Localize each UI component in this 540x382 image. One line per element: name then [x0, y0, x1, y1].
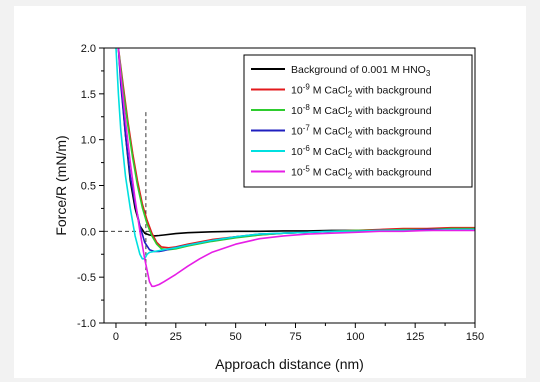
x-tick-label: 75 — [289, 331, 301, 343]
x-tick-label: 50 — [230, 331, 242, 343]
x-tick-label: 100 — [346, 331, 364, 343]
x-tick-label: 0 — [113, 331, 119, 343]
y-axis-title: Force/R (mN/m) — [53, 135, 69, 235]
legend-entry: 10-9 M CaCl2 with background — [291, 83, 432, 99]
legend-box — [243, 54, 473, 188]
x-tick-label: 125 — [406, 331, 424, 343]
legend-entry: 10-5 M CaCl2 with background — [291, 165, 432, 181]
series-line-6 — [117, 48, 475, 288]
y-tick-label: 0.0 — [81, 226, 96, 238]
legend-entry: 10-6 M CaCl2 with background — [291, 144, 432, 160]
y-tick-label: -0.5 — [77, 272, 96, 284]
series-layer — [115, 48, 475, 288]
y-tick-label: 2.0 — [81, 43, 96, 55]
y-tick-label: -1.0 — [77, 318, 96, 330]
legend-entry: 10-8 M CaCl2 with background — [291, 103, 432, 119]
series-line-5 — [115, 48, 475, 260]
y-tick-label: 1.5 — [81, 89, 96, 101]
x-axis-title: Approach distance (nm) — [215, 356, 364, 372]
legend-entry: Background of 0.001 M HNO3 — [291, 64, 431, 78]
x-tick-label: 150 — [466, 331, 484, 343]
legend: Background of 0.001 M HNO3 10-9 M CaCl2 w… — [243, 54, 473, 188]
x-axis: 0 25 50 75 100 125 150 — [113, 323, 484, 343]
y-tick-label: 1.0 — [81, 135, 96, 147]
x-tick-label: 25 — [170, 331, 182, 343]
y-axis: 2.0 1.5 1.0 0.5 0.0 -0.5 -1.0 — [77, 43, 104, 330]
y-tick-label: 0.5 — [81, 181, 96, 193]
legend-entry: 10-7 M CaCl2 with background — [291, 124, 432, 140]
